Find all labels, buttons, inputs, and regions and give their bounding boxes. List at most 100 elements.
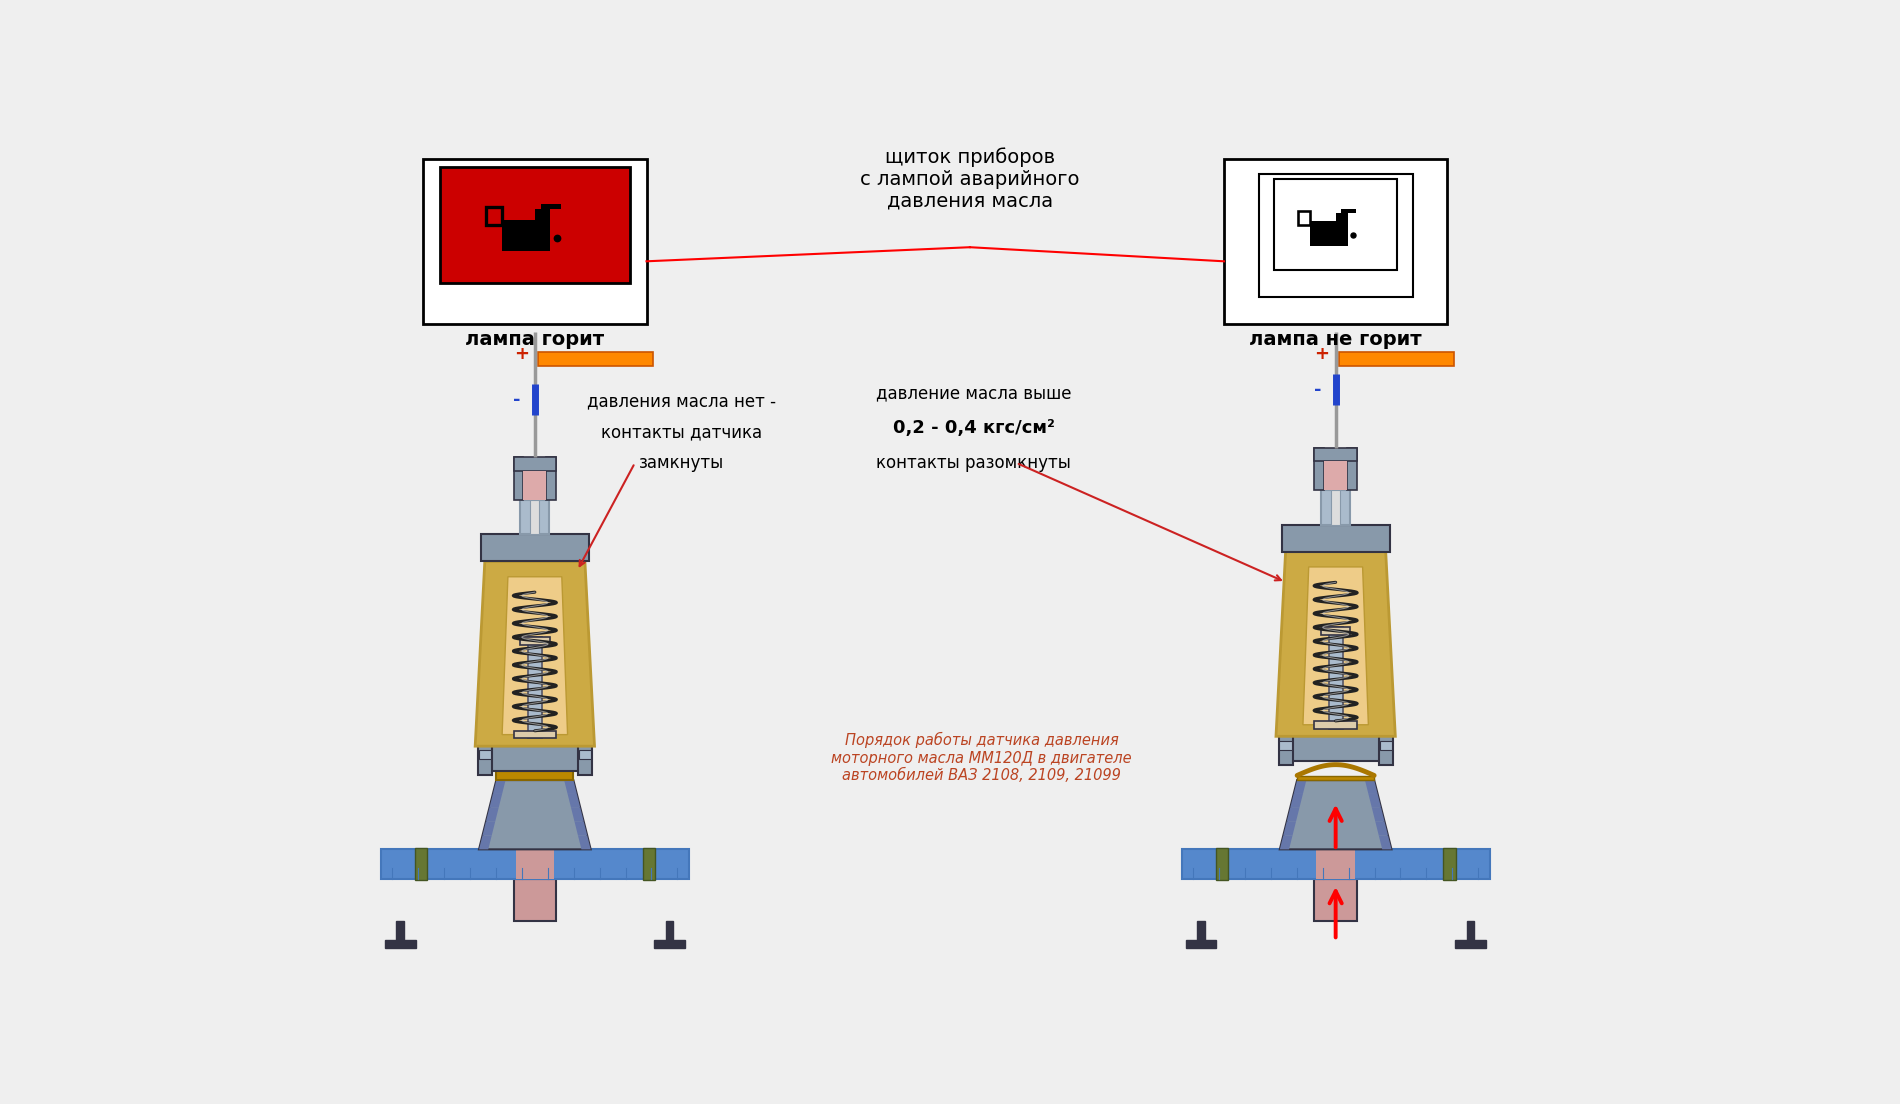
Bar (1328, 627, 1343, 729)
Bar (513, 731, 557, 739)
Text: щиток приборов
с лампой аварийного
давления масла: щиток приборов с лампой аварийного давле… (861, 147, 1079, 211)
Bar (1315, 447, 1357, 461)
Polygon shape (483, 821, 496, 836)
Polygon shape (1303, 567, 1368, 724)
Text: лампа не горит: лампа не горит (1250, 330, 1421, 349)
Bar (536, 210, 551, 221)
Bar (1315, 447, 1324, 490)
Polygon shape (479, 836, 492, 849)
Text: замкнуты: замкнуты (638, 454, 724, 471)
Bar (1340, 352, 1454, 365)
Bar (513, 879, 557, 921)
Bar (1341, 209, 1357, 213)
Polygon shape (1286, 808, 1300, 821)
Polygon shape (475, 561, 595, 746)
Polygon shape (1282, 821, 1296, 836)
Bar (1275, 179, 1396, 270)
Text: 0,2 - 0,4 кгс/см²: 0,2 - 0,4 кгс/см² (893, 420, 1055, 437)
Polygon shape (479, 781, 591, 849)
Bar (642, 848, 656, 880)
Bar (496, 771, 574, 781)
Bar (580, 751, 591, 760)
Bar (397, 921, 405, 943)
Text: контакты разомкнуты: контакты разомкнуты (876, 454, 1072, 471)
Bar (1309, 222, 1347, 245)
Bar (1315, 879, 1357, 921)
Polygon shape (486, 808, 498, 821)
Polygon shape (1376, 821, 1389, 836)
Bar (1282, 524, 1389, 552)
Bar (513, 457, 557, 471)
Bar (1315, 721, 1357, 729)
Polygon shape (564, 781, 578, 794)
Polygon shape (568, 794, 580, 808)
Bar (1182, 849, 1490, 879)
Polygon shape (490, 794, 502, 808)
Bar (1379, 741, 1393, 750)
Text: давления масла нет -: давления масла нет - (587, 392, 775, 411)
Bar (1379, 732, 1393, 765)
Polygon shape (1294, 781, 1307, 794)
Polygon shape (574, 821, 587, 836)
Polygon shape (1290, 794, 1303, 808)
Bar (1279, 732, 1292, 765)
Bar (654, 941, 686, 948)
Polygon shape (572, 808, 583, 821)
Bar (513, 457, 522, 500)
Bar (522, 471, 547, 500)
Text: -: - (1315, 381, 1322, 399)
Bar (1336, 213, 1347, 222)
Bar (441, 167, 629, 283)
Bar (1290, 736, 1381, 761)
Polygon shape (492, 781, 505, 794)
Bar (521, 500, 549, 534)
Text: +: + (513, 346, 528, 363)
Bar (1279, 741, 1292, 750)
Bar (528, 637, 542, 739)
Bar (479, 751, 490, 760)
Bar (538, 352, 654, 365)
Polygon shape (1372, 808, 1385, 821)
Bar (530, 500, 540, 534)
Bar (414, 848, 428, 880)
Bar (1332, 490, 1339, 524)
Bar (1320, 627, 1351, 635)
Bar (1216, 848, 1227, 880)
Bar (1455, 941, 1486, 948)
Text: Порядок работы датчика давления
моторного масла ММ120Д в двигателе
автомобилей В: Порядок работы датчика давления моторног… (830, 732, 1132, 784)
Polygon shape (1379, 836, 1391, 849)
Text: +: + (1315, 346, 1330, 363)
Polygon shape (578, 836, 591, 849)
Text: лампа горит: лампа горит (466, 330, 604, 349)
Bar (1467, 921, 1474, 943)
Bar (542, 204, 560, 210)
Bar (1317, 781, 1355, 879)
Polygon shape (1368, 794, 1381, 808)
Bar (1224, 159, 1448, 325)
Bar (1320, 490, 1351, 524)
Bar (1298, 776, 1374, 781)
Bar (488, 746, 581, 771)
Polygon shape (1277, 552, 1395, 736)
Text: давление масла выше: давление масла выше (876, 384, 1072, 403)
Text: -: - (513, 391, 521, 408)
Bar (1197, 921, 1205, 943)
Bar (479, 742, 492, 775)
Bar (502, 221, 551, 252)
Polygon shape (1364, 781, 1378, 794)
Bar (384, 941, 416, 948)
Bar (380, 849, 690, 879)
Bar (481, 534, 589, 561)
Polygon shape (502, 576, 568, 734)
Bar (1324, 461, 1347, 490)
Bar (1444, 848, 1455, 880)
Bar (515, 781, 555, 879)
Bar (1186, 941, 1216, 948)
Bar (424, 159, 646, 325)
Polygon shape (1281, 781, 1391, 849)
Bar (521, 637, 549, 645)
Bar (578, 742, 591, 775)
Polygon shape (1281, 836, 1292, 849)
Bar (1347, 447, 1357, 490)
Bar (547, 457, 557, 500)
